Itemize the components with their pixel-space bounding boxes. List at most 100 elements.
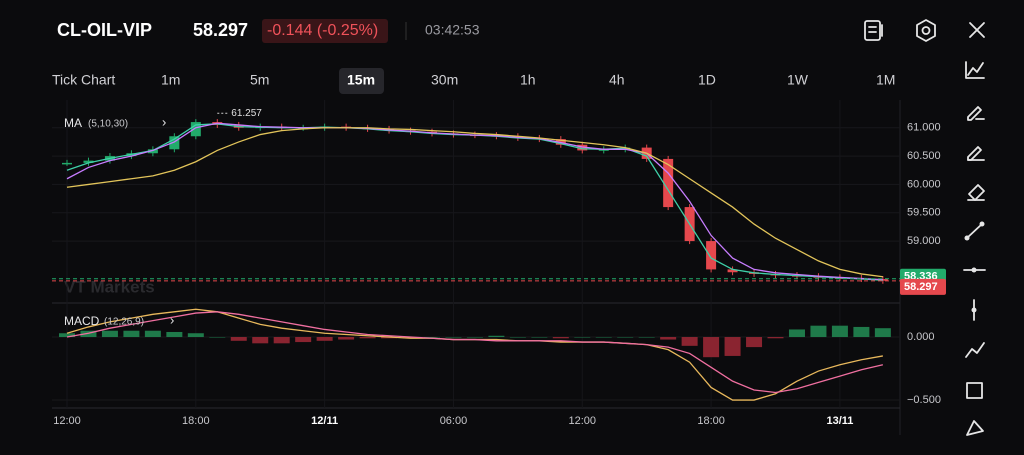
watermark: VT Markets [64,277,155,296]
macd-bar [316,337,333,341]
macd-tick-label: 0.000 [907,331,935,343]
timeframe-tab[interactable]: 1h [520,72,536,88]
price-change: -0.144 (-0.25%) [267,22,378,39]
macd-bar [101,330,118,338]
candle [169,136,180,150]
candle [598,149,609,151]
macd-bar [166,331,183,338]
macd-bar [123,330,140,338]
symbol[interactable]: CL-OIL-VIP [57,20,152,40]
macd-expand[interactable]: › [170,312,174,327]
candle [147,149,158,154]
timeframe-tab[interactable]: 4h [609,72,625,88]
macd-bar [338,337,355,340]
y-tick-label: 60.500 [907,150,941,162]
macd-bar [144,330,161,338]
x-tick-label: 12:00 [53,415,81,427]
ma-label: MA [64,116,82,130]
x-tick-label: 12/11 [311,415,338,427]
timeframe-tab[interactable]: 1W [787,72,809,88]
timeframe-tab[interactable]: 1D [698,72,716,88]
x-tick-label: 12:00 [569,415,597,427]
macd-bar [445,337,462,338]
macd-label: MACD [64,314,100,328]
candle [706,241,717,270]
timeframe-tab[interactable]: 5m [250,72,269,88]
macd-bar [488,335,505,338]
clock: 03:42:53 [425,22,480,38]
macd-bar [724,337,741,356]
macd-params: (12,26,9) [104,317,144,328]
macd-bar [788,329,805,338]
pencil-tool[interactable] [967,106,985,121]
timeframe-tab[interactable]: Tick Chart [52,72,115,88]
macd-bar [423,337,440,338]
ma-line [66,127,883,278]
macd-bar [810,325,827,338]
x-tick-label: 06:00 [440,415,468,427]
macd-bar [230,337,247,341]
price: 58.297 [193,20,248,40]
macd-bar [552,337,569,339]
macd-bar [509,337,526,338]
eraser-tool[interactable] [967,184,985,201]
vline-tool[interactable] [971,299,977,321]
price-tag-label: 58.297 [904,281,938,293]
rectangle-tool[interactable] [966,382,983,399]
macd-bar [273,337,290,344]
drawing-toolbar [963,61,986,436]
ma-expand[interactable]: › [162,114,166,129]
timeframe-tab[interactable]: 30m [431,72,458,88]
close-button[interactable] [969,22,985,38]
x-tick-label: 13/11 [826,415,853,427]
macd-bar [874,328,891,338]
macd-bar [187,333,204,338]
macd-bar [681,337,698,346]
timeframe-tab[interactable]: 1m [161,72,180,88]
macd-bar [574,337,591,338]
macd-bar [359,337,376,339]
macd-bar [703,337,720,358]
macd-bar [595,337,612,338]
triangle-tool[interactable] [966,420,984,436]
macd-bar [252,337,269,344]
ma-params: (5,10,30) [88,119,128,130]
candle [663,158,674,208]
y-tick-label: 61.000 [907,122,941,134]
timeframe-tab[interactable]: 1M [876,72,895,88]
macd-bar [767,337,784,339]
macd-bar [531,337,548,338]
indicator-tool[interactable] [965,61,985,79]
selected-timeframe-bg [339,68,384,94]
pen-tool[interactable] [967,146,985,161]
y-tick-label: 59.500 [907,207,941,219]
x-tick-label: 18:00 [182,415,210,427]
macd-bar [209,337,226,338]
macd-bar [617,337,634,338]
high-label: 61.257 [231,108,262,119]
timeframe-tab[interactable]: 15m [347,72,375,88]
candle [190,122,201,137]
hline-tool[interactable] [963,267,986,273]
macd-bar [746,337,763,348]
y-tick-label: 60.000 [907,178,941,190]
macd-bar [59,333,75,338]
path-tool[interactable] [965,342,985,358]
candle [83,160,94,163]
macd-bar [295,337,312,343]
settings-button[interactable] [916,19,936,42]
notes-button[interactable] [864,20,883,41]
macd-bar [466,337,483,338]
candle [62,162,72,165]
candle [727,269,738,273]
price-tag [900,278,946,295]
change-pill [262,19,388,43]
macd-bar [638,337,655,338]
trendline-tool[interactable] [964,221,985,241]
y-tick-label: 59.000 [907,235,941,247]
ma-line [66,122,883,281]
macd-dea-line [66,311,884,394]
